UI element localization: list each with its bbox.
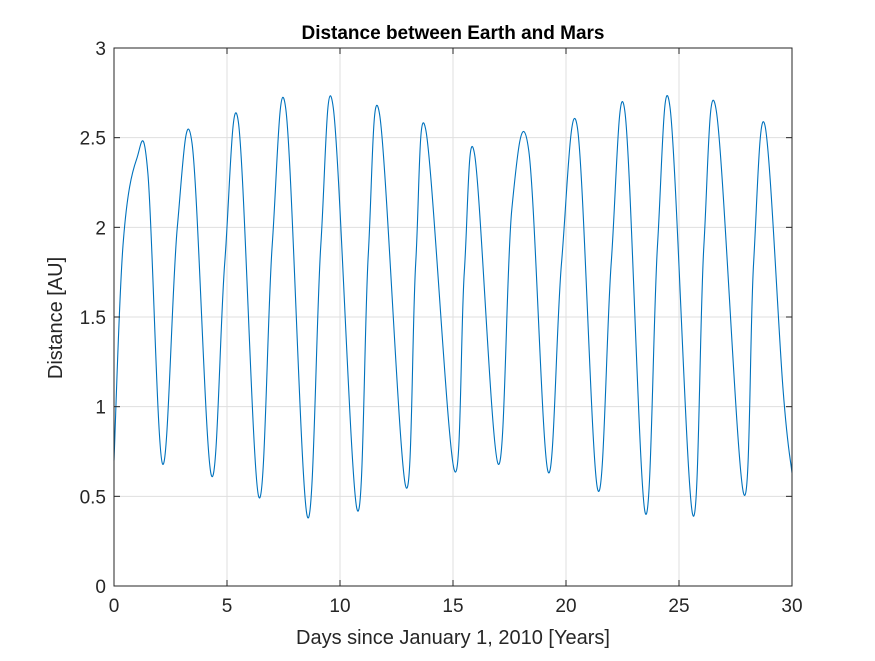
x-tick-label: 20 [555, 596, 576, 617]
y-tick-label: 1.5 [80, 308, 106, 329]
x-tick-label: 5 [222, 596, 233, 617]
x-tick-label: 10 [329, 596, 350, 617]
y-tick-label: 2.5 [80, 129, 106, 150]
y-tick-label: 0 [95, 577, 106, 598]
x-tick-label: 15 [442, 596, 463, 617]
x-tick-label: 0 [109, 596, 120, 617]
series-line-distance [113, 95, 793, 519]
tick-layer: 0 5 10 15 20 25 30 0 0.5 1 1.5 2 2.5 3 [80, 39, 803, 617]
y-axis-label: Distance [AU] [45, 257, 67, 379]
x-axis-label: Days since January 1, 2010 [Years] [296, 627, 610, 649]
x-tick-label: 25 [668, 596, 689, 617]
y-tick-label: 3 [95, 39, 106, 60]
x-tick-label: 30 [781, 596, 802, 617]
series-layer [113, 95, 793, 519]
y-tick-label: 1 [95, 398, 106, 419]
chart-title: Distance between Earth and Mars [301, 23, 604, 44]
y-tick-label: 2 [95, 218, 106, 239]
y-tick-label: 0.5 [80, 487, 106, 508]
